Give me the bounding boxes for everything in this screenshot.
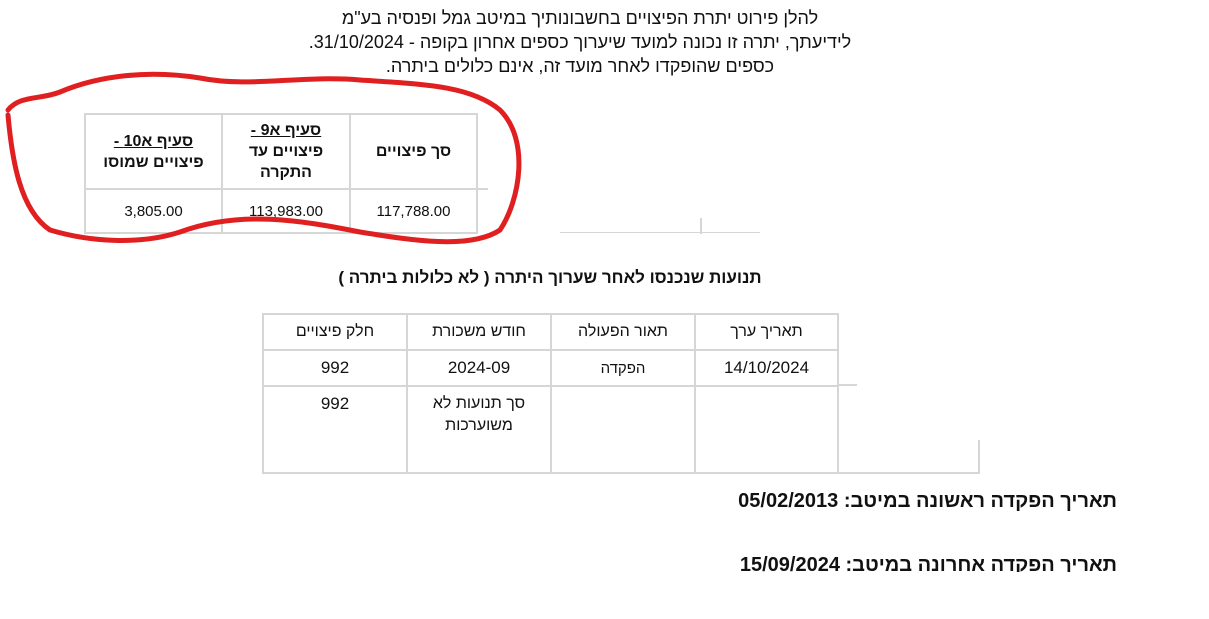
- table-divider: [560, 232, 760, 233]
- transactions-title: תנועות שנכנסו לאחר שערוך היתרה ( לא כלול…: [338, 268, 762, 287]
- row-salary-month: 2024-09: [406, 349, 552, 387]
- total-value-date: [694, 385, 839, 474]
- red-annotation-circle: [5, 71, 522, 245]
- header-label: סך פיצויים: [375, 143, 452, 160]
- header-value-date: תאריך ערך: [694, 313, 839, 351]
- header-label: סעיף א10 -: [113, 132, 194, 150]
- intro-text: להלן פירוט יתרת הפיצויים בחשבונותיך במיט…: [200, 6, 960, 78]
- table-divider: [837, 384, 857, 386]
- annotation-stroke: [5, 71, 522, 245]
- total-severance-part: 992: [262, 385, 408, 474]
- table-divider: [476, 188, 488, 190]
- last-deposit-date: תאריך הפקדה אחרונה במיטב: 15/09/2024: [739, 554, 1117, 572]
- header-section-10a: סעיף א10 - פיצויים שמוסו: [84, 113, 223, 190]
- header-severance-part: חלק פיצויים: [262, 313, 408, 351]
- table-divider: [837, 472, 980, 474]
- total-label: סך תנועות לא משוערכות: [406, 385, 552, 474]
- intro-line-1: להלן פירוט יתרת הפיצויים בחשבונותיך במיט…: [341, 8, 819, 28]
- header-description: תאור הפעולה: [550, 313, 696, 351]
- table-divider: [700, 218, 702, 234]
- row-severance-part: 992: [262, 349, 408, 387]
- first-deposit-date: תאריך הפקדה ראשונה במיטב: 05/02/2013: [738, 490, 1117, 512]
- row-value-date: 14/10/2024: [694, 349, 839, 387]
- total-label-text: סך תנועות לא משוערכות: [432, 395, 526, 434]
- intro-line-2: לידיעתך, יתרה זו נכונה למועד שיערוך כספי…: [308, 32, 852, 52]
- table-divider: [978, 440, 980, 474]
- total-description: [550, 385, 696, 474]
- row-description: הפקדה: [550, 349, 696, 387]
- intro-line-3: כספים שהופקדו לאחר מועד זה, אינם כלולים …: [385, 56, 775, 76]
- header-label: סעיף א9 -: [250, 122, 322, 139]
- value-section-10a: 3,805.00: [84, 188, 223, 234]
- table-divider: [476, 113, 478, 234]
- header-salary-month: חודש משכורת: [406, 313, 552, 351]
- table-divider: [837, 385, 839, 474]
- header-sublabel: פיצויים עד התקרה: [248, 143, 324, 181]
- header-sublabel: פיצויים שמוסו: [103, 153, 204, 171]
